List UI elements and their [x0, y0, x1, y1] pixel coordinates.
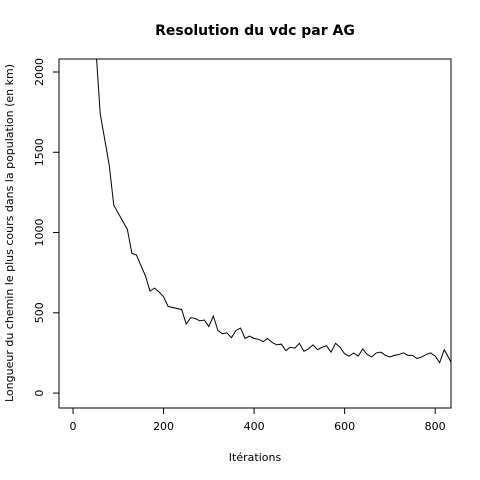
y-tick-label: 0 — [33, 390, 46, 397]
chart-title: Resolution du vdc par AG — [155, 23, 355, 39]
y-tick-label: 2000 — [33, 58, 46, 86]
x-tick-label: 600 — [334, 420, 355, 433]
x-tick-label: 800 — [425, 420, 446, 433]
y-tick-label: 1500 — [33, 138, 46, 166]
x-tick-label: 200 — [153, 420, 174, 433]
plot-frame — [58, 58, 452, 409]
x-tick-label: 0 — [70, 420, 77, 433]
y-tick-label: 1000 — [33, 219, 46, 247]
x-tick-label: 400 — [244, 420, 265, 433]
plot-area — [96, 59, 451, 364]
y-axis-label: Longueur du chemin le plus cours dans la… — [3, 64, 16, 402]
y-tick-label: 500 — [33, 302, 46, 323]
line — [96, 59, 451, 364]
x-axis-label: Itérations — [229, 451, 282, 464]
